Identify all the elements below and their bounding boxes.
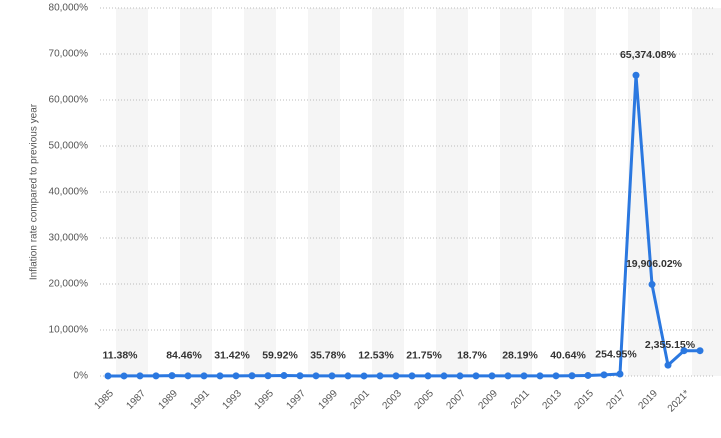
point <box>184 372 192 380</box>
point <box>584 371 592 379</box>
data-label: 18.7% <box>457 350 487 362</box>
point <box>328 372 336 380</box>
x-tick-label: 2007 <box>444 388 468 412</box>
point <box>696 347 704 355</box>
x-tick-label: 1999 <box>316 388 340 412</box>
point <box>600 371 608 379</box>
y-tick-label: 60,000% <box>49 95 89 106</box>
x-tick-label: 1995 <box>252 388 276 412</box>
x-tick-label: 2011 <box>509 388 532 411</box>
y-tick-label: 10,000% <box>49 325 89 336</box>
x-tick-label: 2003 <box>380 388 404 412</box>
data-label: 28.19% <box>502 350 538 362</box>
point <box>408 372 416 380</box>
point <box>552 372 560 380</box>
point <box>232 372 240 380</box>
data-label: 12.53% <box>358 350 394 362</box>
point <box>296 372 304 380</box>
point <box>456 372 464 380</box>
y-tick-label: 40,000% <box>49 187 89 198</box>
point <box>344 372 352 380</box>
x-tick-label: 2019 <box>636 388 660 412</box>
data-label: 40.64% <box>550 350 586 362</box>
x-tick-label: 1985 <box>92 388 116 412</box>
point <box>472 372 480 380</box>
x-tick-label: 2015 <box>572 388 596 412</box>
data-label: 31.42% <box>214 350 250 362</box>
point <box>680 347 688 355</box>
point <box>264 372 272 380</box>
point <box>248 372 256 380</box>
x-tick-label: 2005 <box>412 388 436 412</box>
point <box>376 372 384 380</box>
point <box>616 370 624 378</box>
point <box>168 372 176 380</box>
point <box>152 372 160 380</box>
data-label: 35.78% <box>310 350 346 362</box>
point <box>280 372 288 380</box>
y-tick-label: 50,000% <box>49 141 89 152</box>
point <box>104 372 112 380</box>
point <box>568 372 576 380</box>
x-tick-label: 1991 <box>188 388 212 412</box>
band <box>500 8 532 376</box>
data-label: 21.75% <box>406 350 442 362</box>
point <box>120 372 128 380</box>
x-tick-label: 1993 <box>220 388 244 412</box>
x-tick-label: 2017 <box>604 388 628 412</box>
y-tick-label: 30,000% <box>49 233 89 244</box>
data-label: 2,355.15% <box>645 339 696 351</box>
point <box>360 372 368 380</box>
x-tick-label: 2021* <box>666 388 692 414</box>
y-tick-label: 20,000% <box>49 279 89 290</box>
point <box>392 372 400 380</box>
point <box>536 372 544 380</box>
point <box>488 372 496 380</box>
x-tick-label: 2013 <box>540 388 564 412</box>
data-label: 65,374.08% <box>620 49 677 61</box>
x-tick-label: 1987 <box>124 388 148 412</box>
point <box>312 372 320 380</box>
data-label: 19,906.02% <box>626 258 683 270</box>
data-label: 84.46% <box>166 349 202 361</box>
band <box>308 8 340 376</box>
point <box>136 372 144 380</box>
point <box>664 361 672 369</box>
data-label: 11.38% <box>102 350 138 362</box>
y-tick-label: 0% <box>74 371 89 382</box>
point <box>216 372 224 380</box>
y-axis-title: Inflation rate compared to previous year <box>29 103 40 280</box>
point <box>200 372 208 380</box>
x-tick-label: 2009 <box>476 388 500 412</box>
point <box>648 280 656 288</box>
x-tick-label: 1997 <box>284 388 308 412</box>
band <box>116 8 148 376</box>
x-tick-label: 2001 <box>348 388 372 412</box>
data-label: 59.92% <box>262 350 298 362</box>
point <box>520 372 528 380</box>
data-label: 254.95% <box>595 349 637 361</box>
point <box>632 71 640 79</box>
point <box>440 372 448 380</box>
point <box>424 372 432 380</box>
point <box>504 372 512 380</box>
y-tick-label: 80,000% <box>49 3 89 14</box>
x-tick-label: 1989 <box>156 388 180 412</box>
y-tick-label: 70,000% <box>49 49 89 60</box>
